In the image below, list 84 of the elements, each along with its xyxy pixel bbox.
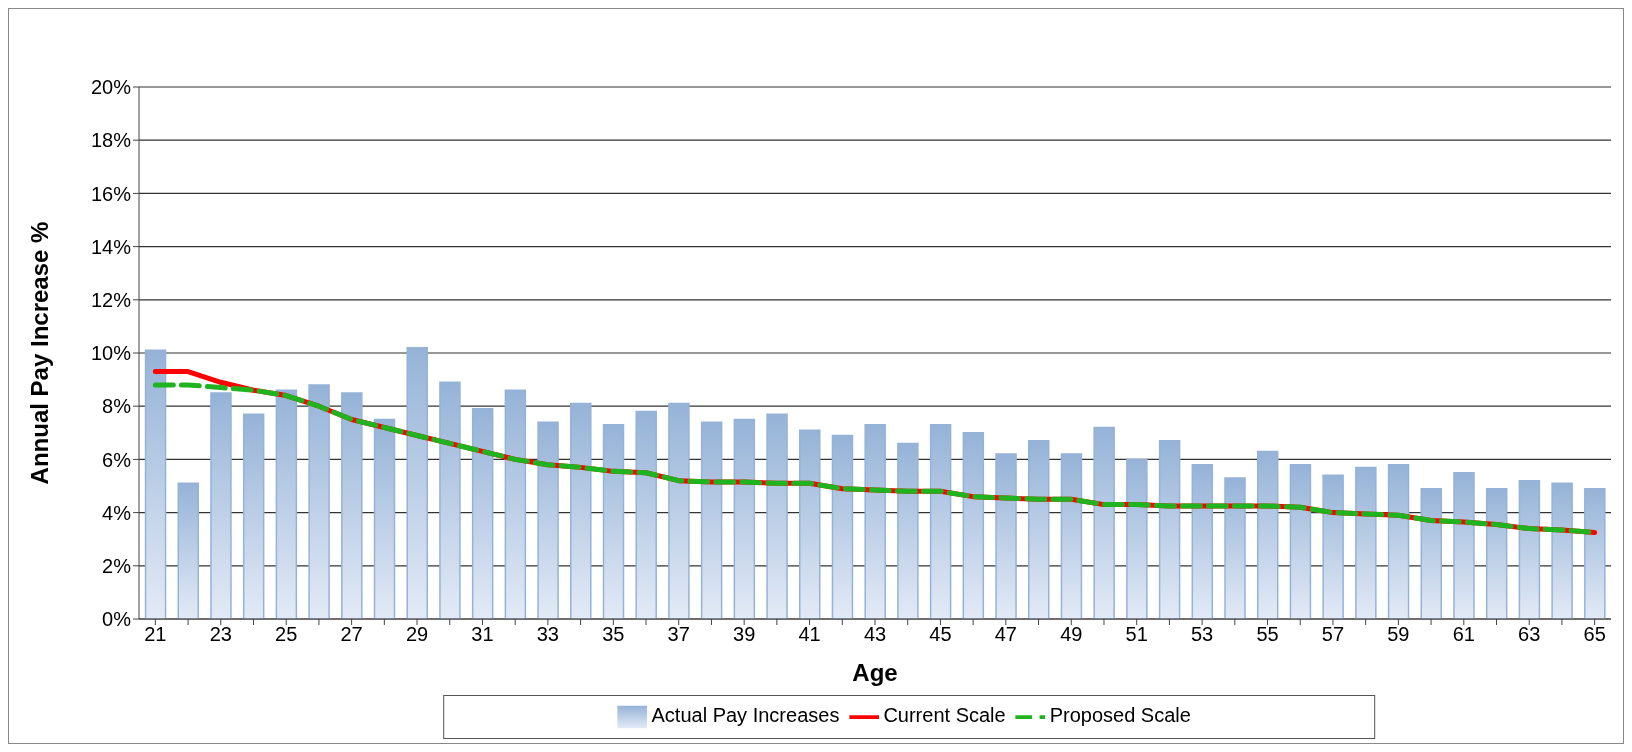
bar xyxy=(1584,487,1606,619)
y-tick-label: 18% xyxy=(90,129,132,152)
x-tick-label: 27 xyxy=(340,623,363,646)
bar xyxy=(929,424,952,619)
y-tick-label: 10% xyxy=(90,342,132,365)
bar xyxy=(962,432,985,619)
bar xyxy=(1387,463,1410,619)
bar xyxy=(897,442,919,619)
x-tick-label: 45 xyxy=(929,623,952,646)
bar xyxy=(1027,440,1050,619)
bar xyxy=(537,421,559,619)
bar xyxy=(439,381,461,619)
bar xyxy=(1289,463,1312,619)
x-tick-label: 63 xyxy=(1518,623,1541,646)
bar xyxy=(242,413,265,619)
x-tick-label: 33 xyxy=(536,623,560,646)
y-tick-label: 8% xyxy=(102,395,132,418)
x-tick-label: 29 xyxy=(405,623,429,646)
bar xyxy=(995,453,1017,619)
x-tick-label: 35 xyxy=(602,623,625,646)
bar xyxy=(831,434,854,619)
bar xyxy=(1485,487,1508,619)
bar xyxy=(766,413,788,619)
bar xyxy=(504,389,527,619)
bar xyxy=(406,346,428,619)
y-axis-title: Annual Pay Increase % xyxy=(25,221,53,485)
y-tick-label: 4% xyxy=(102,501,132,524)
bar xyxy=(635,410,657,619)
bar xyxy=(1420,487,1443,619)
bar xyxy=(471,408,494,619)
bar xyxy=(1322,474,1344,619)
bar xyxy=(1453,471,1475,619)
bar xyxy=(1224,477,1246,619)
bar xyxy=(602,424,625,619)
bar xyxy=(1158,440,1181,619)
bar xyxy=(1256,450,1279,619)
y-tick-label: 2% xyxy=(102,554,132,577)
x-tick-label: 51 xyxy=(1125,623,1148,646)
bar xyxy=(1551,482,1573,619)
y-tick-label: 14% xyxy=(90,235,132,258)
x-tick-label: 57 xyxy=(1321,623,1345,646)
x-axis-title: Age xyxy=(852,659,898,686)
bar xyxy=(733,418,756,619)
x-tick-label: 37 xyxy=(667,623,690,646)
bar xyxy=(275,389,298,619)
y-tick-label: 6% xyxy=(102,448,132,471)
x-tick-label: 31 xyxy=(471,623,494,646)
x-tick-label: 65 xyxy=(1583,623,1606,646)
x-tick-label: 53 xyxy=(1190,623,1214,646)
x-tick-label: 21 xyxy=(144,623,167,646)
bar xyxy=(1191,463,1214,619)
bar xyxy=(700,421,723,619)
bar xyxy=(177,482,199,619)
x-tick-label: 43 xyxy=(863,623,887,646)
y-tick-label: 20% xyxy=(90,76,132,99)
x-tick-label: 49 xyxy=(1060,623,1083,646)
bar xyxy=(864,424,886,619)
bar xyxy=(210,392,232,619)
bar xyxy=(341,392,363,619)
y-tick-label: 12% xyxy=(90,288,132,311)
bar xyxy=(144,349,167,619)
bar xyxy=(1355,466,1377,619)
bar xyxy=(570,402,592,619)
y-tick-label: 16% xyxy=(90,182,132,205)
x-tick-label: 55 xyxy=(1256,623,1279,646)
bar xyxy=(1093,426,1115,619)
bar xyxy=(1518,479,1541,619)
bar xyxy=(668,402,690,619)
x-tick-label: 41 xyxy=(798,623,821,646)
x-tick-label: 47 xyxy=(994,623,1017,646)
bar xyxy=(1126,458,1148,619)
x-tick-label: 25 xyxy=(275,623,298,646)
bar xyxy=(799,429,821,619)
legend-label: Proposed Scale xyxy=(1049,704,1191,727)
x-tick-label: 59 xyxy=(1387,623,1410,646)
x-tick-label: 23 xyxy=(209,623,232,646)
x-tick-label: 61 xyxy=(1452,623,1475,646)
bar xyxy=(1060,453,1083,619)
bar xyxy=(308,384,330,619)
x-tick-label: 39 xyxy=(733,623,756,646)
y-tick-label: 0% xyxy=(102,608,132,631)
legend-label: Actual Pay Increases xyxy=(651,704,840,727)
bar xyxy=(373,418,396,619)
legend-label: Current Scale xyxy=(883,704,1006,727)
